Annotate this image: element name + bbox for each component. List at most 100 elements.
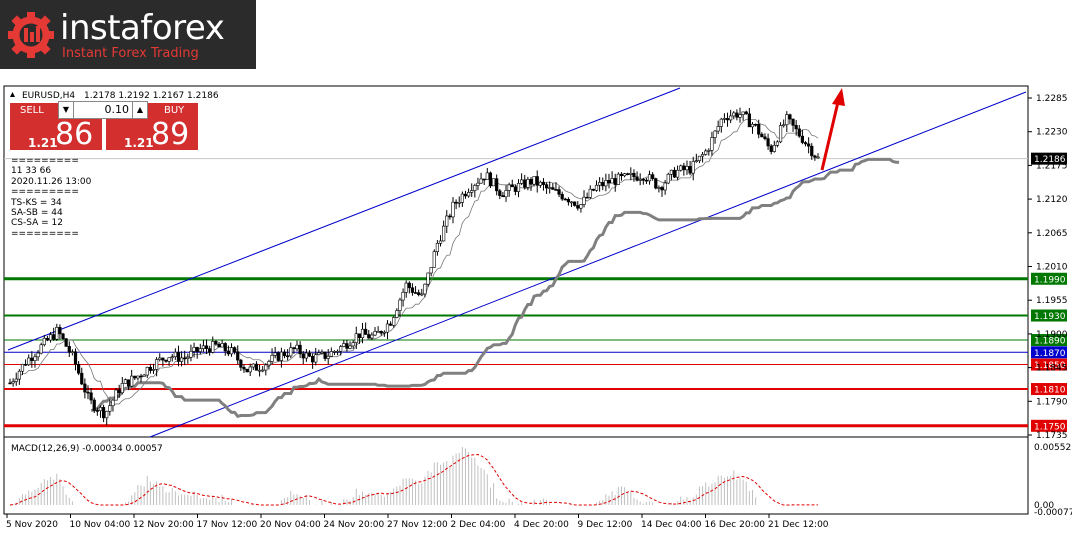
- candle-body: [67, 346, 71, 353]
- candle-body: [395, 310, 399, 318]
- info-line: SA-SB = 44: [11, 208, 63, 218]
- candle-body: [691, 161, 695, 174]
- candle-body: [370, 334, 374, 339]
- price-tick-label: 1.1845: [1036, 364, 1068, 374]
- candle-body: [136, 375, 140, 379]
- candle-body: [632, 172, 636, 178]
- candle-body: [488, 172, 493, 187]
- candle-body: [64, 338, 68, 347]
- candle-body: [58, 327, 62, 335]
- ohlc-values: 1.2178 1.2192 1.2167 1.2186: [84, 91, 219, 101]
- candle-body: [541, 181, 546, 185]
- candle-body: [757, 123, 761, 135]
- lot-value: 0.10: [104, 103, 130, 116]
- candle-body: [466, 192, 471, 197]
- candle-body: [251, 363, 255, 368]
- price-tick-label: 1.2010: [1036, 263, 1068, 273]
- candle-body: [77, 363, 81, 374]
- candle-body: [594, 184, 599, 191]
- candle-body: [763, 136, 767, 139]
- candle-body: [373, 331, 377, 336]
- candle-body: [223, 343, 227, 352]
- level-label-box: [1031, 346, 1067, 359]
- candle-body: [760, 133, 764, 138]
- gear-icon: [8, 12, 54, 58]
- candle-body: [33, 356, 37, 361]
- candle-body: [504, 190, 508, 198]
- candle-body: [86, 391, 90, 394]
- candle-body: [476, 182, 480, 186]
- macd-tick-label: -0.00077: [1034, 508, 1072, 518]
- candle-body: [682, 165, 686, 171]
- candle-body: [457, 202, 461, 204]
- candle-body: [660, 187, 664, 191]
- candle-body: [688, 166, 692, 174]
- candle-body: [270, 355, 274, 362]
- time-tick-label: 16 Dec 20:00: [705, 520, 766, 530]
- candle-body: [445, 215, 449, 227]
- candle-body: [117, 389, 121, 394]
- candle-body: [220, 343, 224, 348]
- candle-body: [435, 243, 439, 252]
- candle-body: [420, 293, 424, 296]
- candle-body: [367, 334, 371, 339]
- candle-body: [264, 364, 268, 371]
- info-line: 11 33 66: [11, 166, 52, 177]
- candle-body: [551, 187, 555, 190]
- candle-body: [479, 178, 483, 184]
- candle-body: [145, 366, 149, 376]
- candle-body: [744, 111, 748, 115]
- candle-body: [754, 123, 758, 126]
- candle-body: [11, 381, 15, 384]
- candle-body: [716, 126, 720, 132]
- candle-body: [39, 344, 43, 354]
- candle-body: [108, 405, 112, 412]
- candle-body: [548, 187, 552, 189]
- channel-upper-line: [7, 87, 681, 351]
- level-label-box: [1031, 358, 1067, 371]
- candle-body: [339, 346, 343, 352]
- candle-body: [722, 118, 727, 120]
- candle-body: [335, 350, 340, 353]
- candle-body: [351, 342, 355, 347]
- brand-name: instaforex: [60, 8, 225, 48]
- candle-body: [451, 201, 455, 218]
- lot-size-input[interactable]: ▼ 0.10 ▲: [58, 101, 148, 119]
- candle-body: [195, 347, 199, 352]
- candle-body: [229, 347, 234, 355]
- candle-body: [794, 125, 798, 130]
- candle-body: [385, 323, 390, 333]
- candle-body: [635, 176, 639, 181]
- candle-body: [158, 357, 162, 360]
- candle-body: [130, 375, 134, 387]
- candle-body: [803, 142, 808, 145]
- candle-body: [694, 160, 698, 162]
- candle-body: [142, 374, 146, 377]
- candle-body: [735, 112, 739, 118]
- candle-body: [772, 145, 776, 152]
- candle-body: [48, 334, 53, 341]
- candle-body: [170, 356, 174, 359]
- candle-body: [404, 282, 408, 293]
- candle-body: [276, 352, 280, 361]
- candle-body: [173, 351, 177, 358]
- candle-body: [151, 369, 156, 371]
- lot-decrease-icon[interactable]: ▼: [59, 102, 74, 118]
- candle-body: [211, 341, 215, 353]
- candle-body: [644, 179, 649, 182]
- candle-body: [20, 363, 25, 372]
- candle-body: [529, 179, 533, 185]
- arrow-head-icon: [832, 88, 845, 106]
- candle-body: [123, 379, 128, 384]
- level-label-box: [1031, 419, 1067, 432]
- lot-increase-icon[interactable]: ▲: [132, 102, 147, 118]
- candle-body: [613, 178, 617, 185]
- candle-body: [204, 345, 209, 349]
- price-tick-label: 1.1735: [1036, 431, 1068, 441]
- candle-body: [320, 351, 324, 354]
- candle-body: [279, 351, 284, 361]
- candle-body: [289, 347, 293, 357]
- candle-body: [314, 354, 318, 363]
- info-line: TS-KS = 34: [11, 197, 62, 208]
